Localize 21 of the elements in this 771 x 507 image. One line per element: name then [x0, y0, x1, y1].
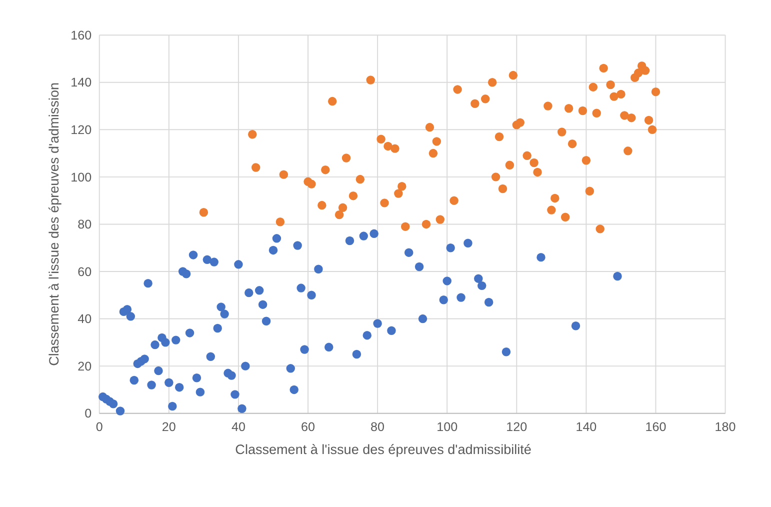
x-tick-label: 60 — [301, 420, 315, 434]
y-tick-label: 100 — [70, 170, 92, 184]
y-tick-label: 80 — [78, 218, 92, 232]
y-tick-label: 0 — [84, 406, 92, 421]
x-tick-label: 80 — [370, 420, 385, 434]
x-tick-label: 0 — [96, 420, 103, 434]
x-tick-label: 20 — [162, 420, 176, 434]
y-tick-label: 140 — [70, 76, 92, 90]
y-tick-label: 120 — [70, 123, 92, 138]
y-tick-label: 160 — [70, 28, 92, 42]
x-axis-title: Classement à l'issue des épreuves d'admissibilité — [235, 442, 532, 457]
x-tick-label: 140 — [576, 420, 597, 434]
x-tick-label: 120 — [506, 420, 528, 434]
x-tick-label: 100 — [436, 420, 458, 434]
y-tick-label: 60 — [78, 264, 92, 279]
y-tick-label: 40 — [78, 312, 92, 326]
x-tick-label: 40 — [231, 420, 246, 434]
x-tick-label: 180 — [714, 420, 736, 434]
y-axis-title: Classement à l'issue des épreuves d'admission — [46, 82, 62, 366]
x-tick-label: 160 — [645, 420, 666, 434]
y-tick-label: 20 — [78, 359, 92, 374]
